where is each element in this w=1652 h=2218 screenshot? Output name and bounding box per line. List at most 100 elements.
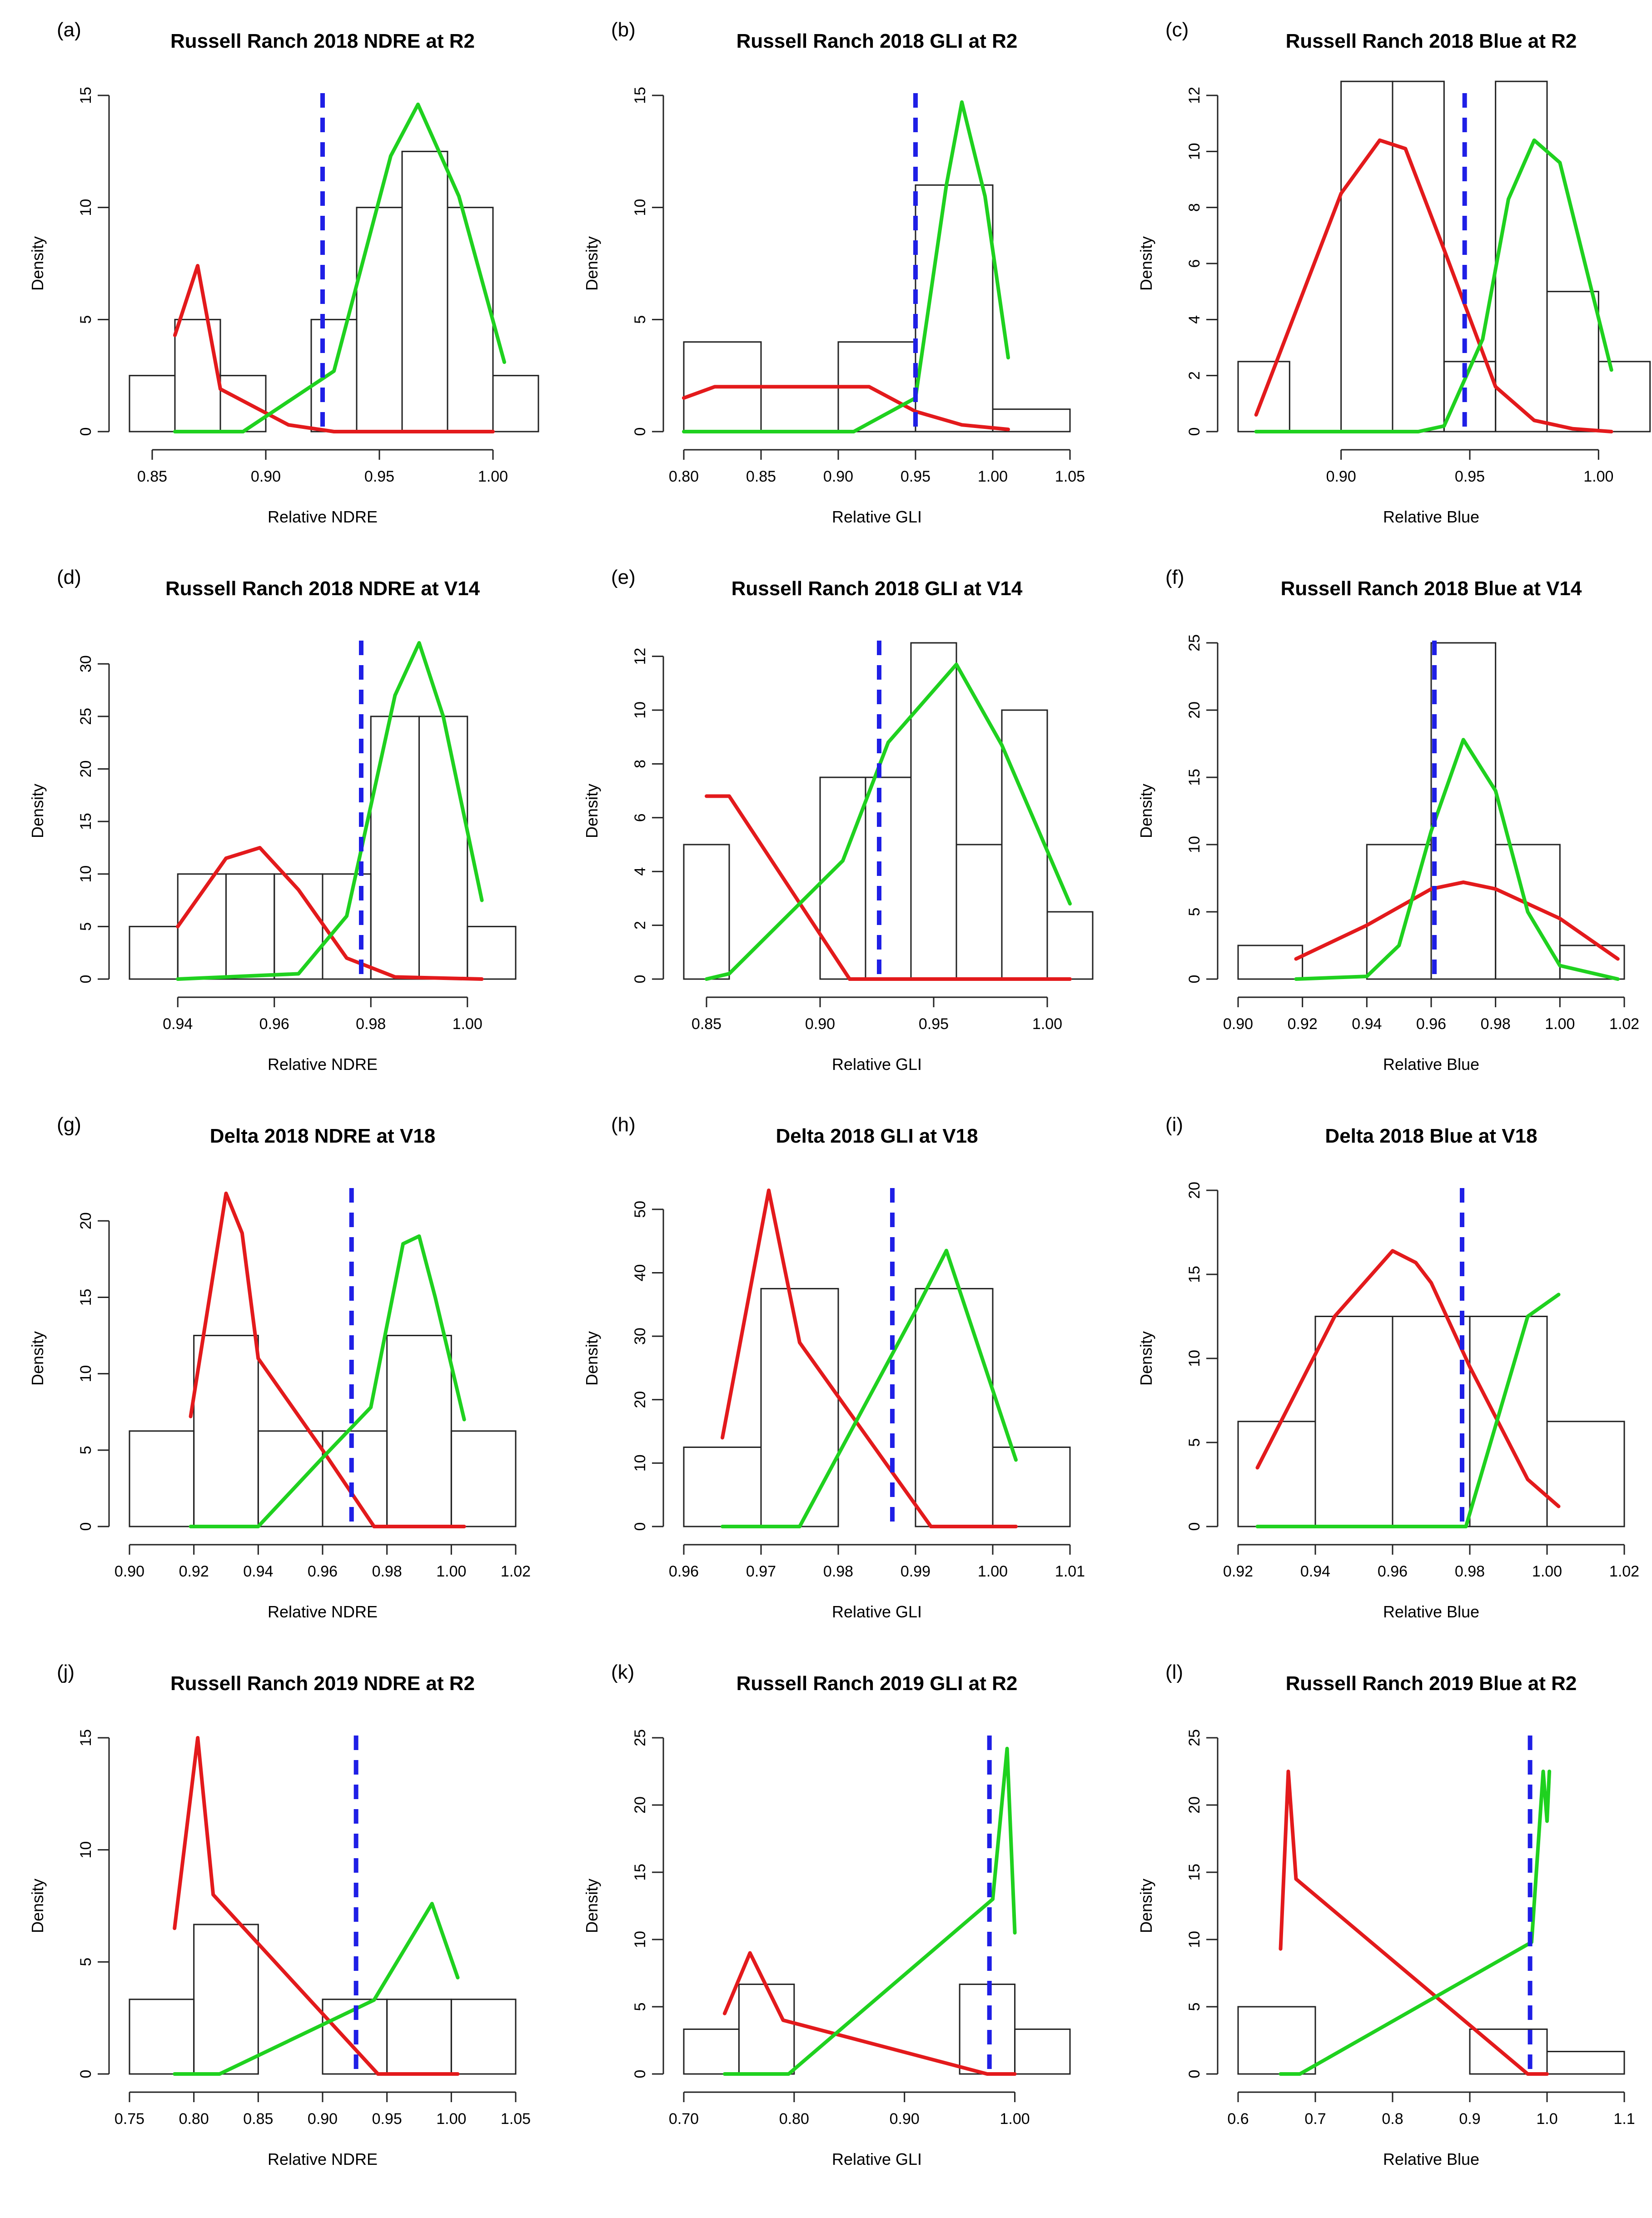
y-tick-label: 0 <box>632 1522 649 1531</box>
red-density-curve <box>189 1191 466 1528</box>
panel-label: (l) <box>1165 1661 1183 1683</box>
green-density-curve <box>682 100 1010 433</box>
x-axis-label: Relative Blue <box>1383 1055 1479 1074</box>
histogram-bar <box>1046 911 1094 980</box>
histogram-bar <box>492 375 539 433</box>
y-axis-label: Density <box>28 1331 47 1386</box>
green-density-curve <box>1255 1293 1561 1528</box>
green-density-curve <box>189 1234 466 1528</box>
panel-label: (a) <box>57 19 81 41</box>
chart-title: Russell Ranch 2019 GLI at R2 <box>736 1672 1018 1695</box>
y-tick-label: 0 <box>77 428 95 436</box>
x-tick-label: 0.90 <box>1326 468 1356 485</box>
y-tick-label: 5 <box>1186 908 1203 916</box>
y-tick-label: 0 <box>632 2070 649 2079</box>
x-tick-label: 1.00 <box>436 2110 466 2128</box>
histogram-bar <box>1392 80 1445 433</box>
y-tick-label: 25 <box>77 708 95 725</box>
histogram-bar <box>257 1430 323 1527</box>
chart-title: Delta 2018 NDRE at V18 <box>210 1125 435 1147</box>
panel-label: (j) <box>57 1661 75 1683</box>
chart-title: Russell Ranch 2018 NDRE at R2 <box>170 30 475 52</box>
y-tick-label: 5 <box>1186 2003 1203 2011</box>
x-tick-label: 1.05 <box>1055 468 1085 485</box>
panel-label: (f) <box>1165 566 1184 588</box>
histogram-bar <box>1546 2051 1625 2075</box>
histogram-bar <box>219 375 267 433</box>
x-tick-label: 0.85 <box>137 468 167 485</box>
histogram-bar <box>401 150 448 433</box>
histogram-bar <box>1314 1316 1393 1527</box>
red-density-curve <box>705 794 1072 981</box>
histogram-bar <box>1495 80 1548 433</box>
y-axis-label: Density <box>1137 784 1155 838</box>
y-tick-label: 10 <box>77 199 95 216</box>
y-axis-label: Density <box>28 1879 47 1933</box>
y-tick-label: 10 <box>1186 143 1203 160</box>
green-density-curve <box>705 662 1072 981</box>
panel-label: (b) <box>611 19 636 41</box>
y-tick-label: 0 <box>77 975 95 984</box>
x-tick-label: 0.90 <box>805 1015 835 1033</box>
x-tick-label: 0.94 <box>1300 1563 1330 1580</box>
y-tick-label: 15 <box>77 1729 95 1746</box>
x-tick-label: 1.1 <box>1613 2110 1635 2128</box>
chart-title: Russell Ranch 2018 GLI at V14 <box>731 577 1023 600</box>
chart-title: Russell Ranch 2018 Blue at V14 <box>1281 577 1582 600</box>
histogram-bar <box>129 1999 195 2075</box>
histogram-bar <box>1495 844 1561 980</box>
y-tick-label: 20 <box>1186 1796 1203 1814</box>
y-tick-label: 5 <box>77 1446 95 1454</box>
y-tick-label: 20 <box>77 761 95 778</box>
histogram-bar <box>1546 1421 1625 1527</box>
green-density-curve <box>173 102 506 433</box>
x-tick-label: 0.96 <box>1378 1563 1408 1580</box>
x-tick-label: 0.98 <box>372 1563 402 1580</box>
histogram-bar <box>1237 1421 1316 1527</box>
histogram-bar <box>910 642 957 980</box>
y-tick-label: 0 <box>632 428 649 436</box>
x-tick-label: 1.00 <box>978 468 1008 485</box>
histogram-bar <box>738 1984 795 2075</box>
red-density-curve <box>721 1189 1018 1528</box>
y-tick-label: 5 <box>632 2003 649 2011</box>
y-tick-label: 40 <box>632 1264 649 1282</box>
panel-label: (c) <box>1165 19 1189 41</box>
histogram-bar <box>467 925 517 980</box>
x-axis-label: Relative GLI <box>832 1602 922 1621</box>
histogram-bar <box>1469 1316 1548 1527</box>
y-tick-label: 20 <box>632 1391 649 1408</box>
y-axis-label: Density <box>1137 1331 1155 1386</box>
y-tick-label: 20 <box>632 1796 649 1814</box>
histogram-bar <box>683 844 730 980</box>
x-tick-label: 1.05 <box>501 2110 531 2128</box>
x-tick-label: 0.97 <box>746 1563 776 1580</box>
x-tick-label: 1.02 <box>501 1563 531 1580</box>
x-tick-label: 0.95 <box>1455 468 1485 485</box>
chart-title: Delta 2018 GLI at V18 <box>776 1125 978 1147</box>
green-density-curve <box>721 1248 1018 1528</box>
x-tick-label: 0.92 <box>1288 1015 1318 1033</box>
y-axis-label: Density <box>1137 236 1155 291</box>
x-axis-label: Relative NDRE <box>268 1602 378 1621</box>
x-tick-label: 0.90 <box>823 468 853 485</box>
x-tick-label: 0.96 <box>1416 1015 1446 1033</box>
y-tick-label: 0 <box>77 1522 95 1531</box>
chart-title: Delta 2018 Blue at V18 <box>1325 1125 1537 1147</box>
x-axis-label: Relative NDRE <box>268 507 378 526</box>
y-tick-label: 12 <box>1186 87 1203 104</box>
chart-panel-10: (j) Russell Ranch 2019 NDRE at R2 0 5 10 15 0.… <box>28 1661 531 2168</box>
y-tick-label: 25 <box>1186 1729 1203 1746</box>
red-density-curve <box>176 845 484 981</box>
histogram-bar <box>1001 709 1048 980</box>
x-tick-label: 0.96 <box>669 1563 699 1580</box>
x-axis-label: Relative GLI <box>832 1055 922 1074</box>
y-tick-label: 10 <box>77 1841 95 1859</box>
y-tick-label: 12 <box>632 648 649 665</box>
chart-title: Russell Ranch 2019 Blue at R2 <box>1286 1672 1577 1695</box>
x-tick-label: 0.70 <box>669 2110 699 2128</box>
x-axis-label: Relative NDRE <box>268 1055 378 1074</box>
chart-panel-5: (e) Russell Ranch 2018 GLI at V14 0 2 4 6 8 10 1… <box>582 566 1094 1074</box>
x-tick-label: 0.6 <box>1227 2110 1249 2128</box>
panel-label: (h) <box>611 1114 636 1136</box>
